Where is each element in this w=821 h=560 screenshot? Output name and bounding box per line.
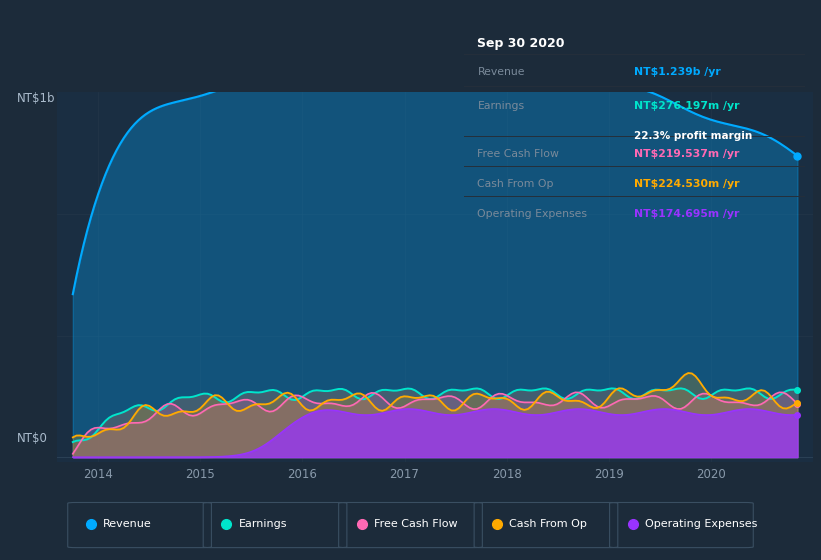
Text: Operating Expenses: Operating Expenses [478, 209, 588, 219]
Text: Revenue: Revenue [103, 519, 152, 529]
Text: Free Cash Flow: Free Cash Flow [374, 519, 457, 529]
Text: Sep 30 2020: Sep 30 2020 [478, 36, 565, 50]
Text: NT$224.530m /yr: NT$224.530m /yr [635, 179, 740, 189]
Text: Free Cash Flow: Free Cash Flow [478, 149, 559, 158]
Text: 22.3% profit margin: 22.3% profit margin [635, 132, 753, 142]
Text: Cash From Op: Cash From Op [478, 179, 554, 189]
Text: NT$1b: NT$1b [16, 92, 55, 105]
Text: Earnings: Earnings [478, 101, 525, 111]
Text: Operating Expenses: Operating Expenses [645, 519, 757, 529]
Text: NT$276.197m /yr: NT$276.197m /yr [635, 101, 740, 111]
Text: Earnings: Earnings [238, 519, 287, 529]
Text: NT$219.537m /yr: NT$219.537m /yr [635, 149, 740, 158]
Text: Cash From Op: Cash From Op [509, 519, 587, 529]
Text: NT$174.695m /yr: NT$174.695m /yr [635, 209, 740, 219]
Text: NT$1.239b /yr: NT$1.239b /yr [635, 67, 721, 77]
Text: NT$0: NT$0 [16, 432, 48, 445]
Text: Revenue: Revenue [478, 67, 525, 77]
